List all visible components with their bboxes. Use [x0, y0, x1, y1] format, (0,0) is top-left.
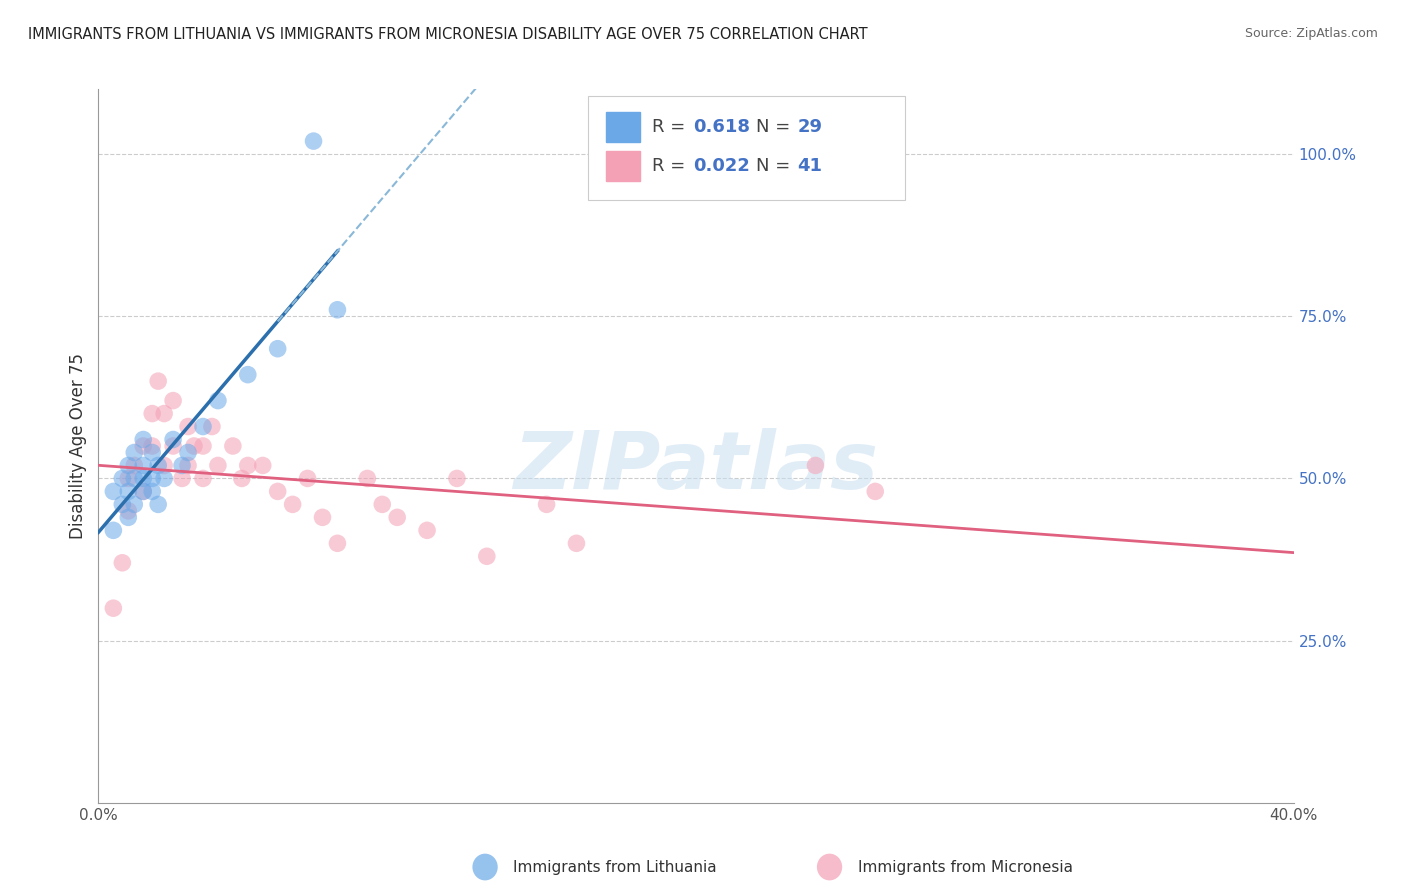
Point — [141, 407, 163, 421]
Point — [302, 134, 325, 148]
Point — [148, 374, 170, 388]
Point — [141, 439, 163, 453]
Point — [103, 524, 125, 538]
Point — [177, 419, 200, 434]
Point — [281, 497, 304, 511]
Point — [141, 484, 163, 499]
Point — [172, 458, 194, 473]
Text: 0.618: 0.618 — [693, 118, 751, 136]
Point — [326, 536, 349, 550]
Point — [804, 458, 827, 473]
Point — [416, 524, 439, 538]
Point — [565, 536, 588, 550]
Point — [153, 407, 176, 421]
Text: 41: 41 — [797, 157, 823, 175]
Point — [111, 556, 134, 570]
Point — [132, 433, 155, 447]
FancyBboxPatch shape — [606, 151, 640, 180]
Text: ZIPatlas: ZIPatlas — [513, 428, 879, 507]
Point — [222, 439, 245, 453]
Point — [132, 439, 155, 453]
Text: 0.022: 0.022 — [693, 157, 751, 175]
Point — [117, 484, 139, 499]
Point — [148, 497, 170, 511]
Point — [153, 458, 176, 473]
Y-axis label: Disability Age Over 75: Disability Age Over 75 — [69, 353, 87, 539]
Point — [326, 302, 349, 317]
Point — [132, 484, 155, 499]
Text: R =: R = — [652, 118, 690, 136]
Text: Source: ZipAtlas.com: Source: ZipAtlas.com — [1244, 27, 1378, 40]
Point — [103, 484, 125, 499]
Point — [183, 439, 205, 453]
Point — [231, 471, 253, 485]
Point — [132, 471, 155, 485]
Point — [117, 471, 139, 485]
Point — [141, 445, 163, 459]
Text: 29: 29 — [797, 118, 823, 136]
Text: Immigrants from Lithuania: Immigrants from Lithuania — [513, 860, 717, 874]
Point — [162, 433, 184, 447]
Point — [356, 471, 378, 485]
Point — [117, 504, 139, 518]
FancyBboxPatch shape — [589, 96, 905, 200]
Point — [162, 439, 184, 453]
Point — [475, 549, 498, 564]
Text: IMMIGRANTS FROM LITHUANIA VS IMMIGRANTS FROM MICRONESIA DISABILITY AGE OVER 75 C: IMMIGRANTS FROM LITHUANIA VS IMMIGRANTS … — [28, 27, 868, 42]
Point — [177, 445, 200, 459]
Point — [124, 497, 146, 511]
Point — [207, 393, 229, 408]
Point — [117, 510, 139, 524]
Point — [371, 497, 394, 511]
Text: N =: N = — [756, 118, 796, 136]
Point — [297, 471, 319, 485]
Point — [153, 471, 176, 485]
Point — [865, 484, 887, 499]
Point — [191, 439, 214, 453]
Point — [111, 497, 134, 511]
Point — [148, 458, 170, 473]
Point — [162, 393, 184, 408]
Point — [252, 458, 274, 473]
Point — [267, 484, 290, 499]
Point — [236, 368, 259, 382]
Point — [172, 471, 194, 485]
Point — [191, 419, 214, 434]
Point — [236, 458, 259, 473]
Point — [207, 458, 229, 473]
Point — [124, 445, 146, 459]
Point — [132, 458, 155, 473]
Point — [103, 601, 125, 615]
Point — [311, 510, 333, 524]
Point — [132, 484, 155, 499]
Point — [124, 471, 146, 485]
Point — [177, 458, 200, 473]
Point — [446, 471, 468, 485]
Point — [117, 458, 139, 473]
Point — [141, 471, 163, 485]
Point — [201, 419, 224, 434]
Point — [191, 471, 214, 485]
Text: N =: N = — [756, 157, 796, 175]
Point — [111, 471, 134, 485]
Text: Immigrants from Micronesia: Immigrants from Micronesia — [858, 860, 1073, 874]
Point — [385, 510, 409, 524]
Point — [536, 497, 558, 511]
Point — [267, 342, 290, 356]
Text: R =: R = — [652, 157, 690, 175]
Point — [124, 458, 146, 473]
FancyBboxPatch shape — [606, 112, 640, 142]
